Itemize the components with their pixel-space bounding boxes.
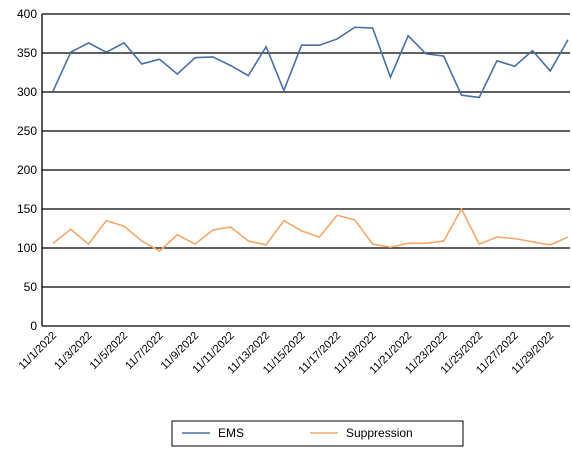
series-line	[52, 26, 569, 99]
y-tick-label: 0	[30, 319, 37, 333]
y-tick-label: 250	[17, 124, 37, 138]
x-tick-label: 11/3/2022	[52, 330, 95, 373]
y-tick-label: 200	[17, 163, 37, 177]
legend-label: EMS	[218, 426, 244, 440]
legend-label: Suppression	[346, 426, 413, 440]
y-tick-label: 300	[17, 85, 37, 99]
y-tick-label: 400	[17, 7, 37, 21]
y-tick-label: 50	[24, 280, 38, 294]
y-tick-label: 350	[17, 46, 37, 60]
series-line	[52, 207, 569, 253]
y-tick-label: 100	[17, 241, 37, 255]
x-tick-label: 11/1/2022	[17, 330, 60, 373]
x-tick-label: 11/5/2022	[88, 330, 131, 373]
y-tick-label: 150	[17, 202, 37, 216]
x-tick-label: 11/7/2022	[123, 330, 166, 373]
